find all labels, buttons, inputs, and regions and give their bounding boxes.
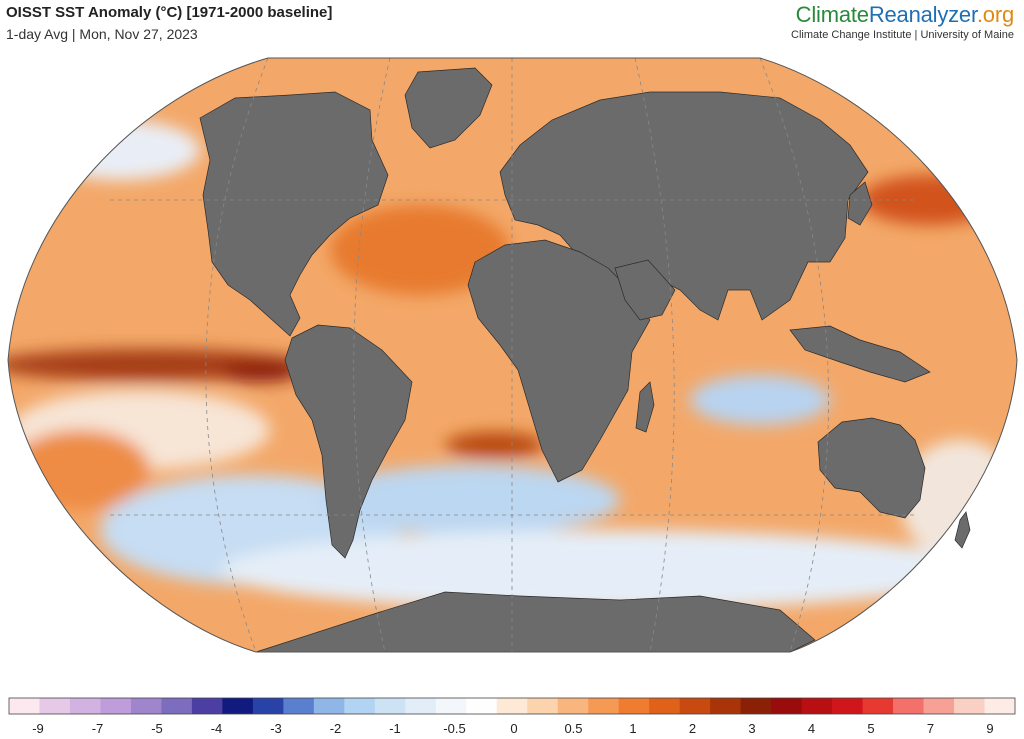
colorbar-tick-label: -2 [330, 721, 342, 736]
colorbar-swatch [618, 698, 650, 714]
land-australia [817, 417, 926, 519]
sst-anomaly-map [7, 57, 1018, 653]
colorbar-swatch [923, 698, 955, 714]
colorbar-swatch [130, 698, 162, 714]
colorbar-swatch [710, 698, 742, 714]
colorbar-tick-label: -4 [211, 721, 223, 736]
colorbar: -9 -7 -5 -4 -3 -2 -1 -0.5 0 0.5 1 2 3 4 5 7 9 [8, 697, 1016, 736]
colorbar-swatch [283, 698, 315, 714]
colorbar-swatch [313, 698, 345, 714]
brand-subtitle: Climate Change Institute | University of… [791, 29, 1014, 41]
graticule-meridian [353, 58, 391, 652]
colorbar-swatch [649, 698, 681, 714]
land-north-america [199, 91, 389, 337]
colorbar-swatch [405, 698, 437, 714]
anomaly-patch-north-atlantic [330, 205, 510, 295]
colorbar-swatch [588, 698, 620, 714]
colorbar-ticks: -9 -7 -5 -4 -3 -2 -1 -0.5 0 0.5 1 2 3 4 5 7 9 [32, 721, 993, 736]
anomaly-patch-south-pacific-warm [10, 430, 150, 510]
colorbar-swatch [374, 698, 406, 714]
map-subtitle: 1-day Avg | Mon, Nov 27, 2023 [6, 26, 198, 42]
colorbar-swatch [862, 698, 894, 714]
colorbar-swatch [100, 698, 132, 714]
brand-logo-part3: .org [976, 2, 1014, 27]
brand-block: ClimateReanalyzer.org Climate Change Ins… [791, 2, 1014, 41]
brand-logo-part2: Reanalyzer [868, 2, 977, 27]
anomaly-patch-north-pacific-cool [40, 120, 200, 180]
land-japan [847, 181, 873, 226]
colorbar-swatch [496, 698, 528, 714]
land-antarctica [255, 591, 816, 653]
colorbar-tick-label: -7 [92, 721, 104, 736]
colorbar-swatch [527, 698, 559, 714]
land-new-zealand [954, 511, 971, 549]
colorbar-swatch [679, 698, 711, 714]
colorbar-tick-label: 5 [867, 721, 874, 736]
anomaly-patch-southern-ocean [220, 530, 980, 610]
colorbar-tick-label: 7 [927, 721, 934, 736]
map-title: OISST SST Anomaly (°C) [1971-2000 baseli… [6, 4, 333, 21]
colorbar-tick-label: 0.5 [564, 721, 582, 736]
land-indonesia [789, 325, 931, 383]
colorbar-swatch [771, 698, 803, 714]
land-madagascar [635, 381, 655, 433]
colorbar-swatch [954, 698, 986, 714]
anomaly-patch-south-atlantic-cool [320, 465, 620, 535]
anomaly-patch-el-nino-east [220, 362, 300, 382]
colorbar-tick-label: -1 [389, 721, 401, 736]
land-africa [467, 239, 651, 483]
colorbar-swatch [222, 698, 254, 714]
colorbar-tick-label: -0.5 [443, 721, 465, 736]
colorbar-tick-label: 1 [629, 721, 636, 736]
graticule-meridian [634, 58, 675, 652]
colorbar-tick-label: -9 [32, 721, 44, 736]
colorbar-swatch [344, 698, 376, 714]
graticule [110, 58, 915, 652]
colorbar-swatch [801, 698, 833, 714]
colorbar-swatch [893, 698, 925, 714]
colorbar-tick-label: -5 [151, 721, 163, 736]
colorbar-swatch [466, 698, 498, 714]
anomaly-patch-indian-cool [690, 375, 830, 425]
colorbar-tick-label: 0 [510, 721, 517, 736]
brand-logo-part1: Climate [795, 2, 869, 27]
globe-outline [7, 57, 1018, 653]
colorbar-swatches [8, 697, 1016, 715]
land-south-america [284, 324, 413, 559]
colorbar-swatch [740, 698, 772, 714]
colorbar-tick-label: -3 [270, 721, 282, 736]
colorbar-tick-label: 3 [748, 721, 755, 736]
colorbar-frame [8, 697, 1016, 715]
colorbar-swatch [252, 698, 284, 714]
colorbar-swatch [69, 698, 101, 714]
colorbar-swatch [161, 698, 193, 714]
colorbar-swatch [39, 698, 71, 714]
land-layer [199, 67, 971, 653]
land-arabia [614, 259, 676, 321]
colorbar-tick-label: 4 [808, 721, 815, 736]
land-greenland [404, 67, 493, 149]
colorbar-tick-label: 2 [689, 721, 696, 736]
graticule-meridian [759, 58, 829, 652]
colorbar-swatch [435, 698, 467, 714]
colorbar-tick-label: 9 [986, 721, 993, 736]
colorbar-swatch [9, 698, 40, 714]
colorbar-swatch [557, 698, 589, 714]
graticule-meridian [205, 58, 269, 652]
colorbar-swatch [832, 698, 864, 714]
brand-logo[interactable]: ClimateReanalyzer.org [791, 2, 1015, 28]
colorbar-swatch [191, 698, 223, 714]
colorbar-swatch [984, 698, 1016, 714]
anomaly-patch-benguela [445, 432, 545, 458]
